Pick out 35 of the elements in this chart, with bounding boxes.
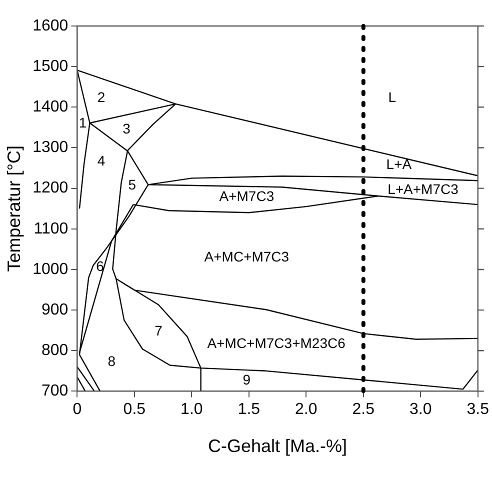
x-tick-label: 3.0 [410, 401, 432, 418]
annotation: A+M7C3 [219, 188, 274, 204]
x-tick-label: 2.5 [352, 401, 375, 418]
y-tick-label: 1000 [32, 260, 68, 278]
annotation: 9 [242, 371, 251, 388]
x-tick-label: 1.0 [180, 401, 203, 418]
annotation: 7 [154, 322, 163, 339]
annotation: 2 [97, 88, 106, 105]
annotation: 5 [128, 176, 136, 192]
x-tick-label: 0 [72, 401, 82, 418]
x-tick-label: 0.5 [123, 401, 146, 418]
annotation: 3 [122, 120, 131, 137]
y-tick-label: 700 [41, 382, 68, 400]
y-tick-label: 1300 [32, 139, 68, 156]
annotation: 1 [78, 114, 87, 131]
x-tick-label: 1.5 [238, 401, 260, 418]
y-axis-title: Temperatur [°C] [4, 145, 24, 272]
annotation: A+MC+M7C3 [204, 248, 290, 264]
x-axis-title: C-Gehalt [Ma.-%] [208, 436, 348, 456]
annotation: L [388, 88, 396, 105]
annotation: L+A [386, 156, 412, 172]
x-tick-label: 2.0 [295, 401, 318, 418]
y-tick-label: 1500 [32, 58, 68, 75]
annotation: 8 [108, 353, 116, 370]
annotation: A+MC+M7C3+M23C6 [207, 334, 346, 351]
annotation: 6 [96, 258, 104, 274]
annotation: L+A+M7C3 [388, 181, 459, 198]
y-tick-label: 900 [41, 301, 68, 318]
y-tick-label: 1100 [34, 220, 68, 238]
annotation: 4 [97, 152, 106, 168]
y-tick-label: 1600 [32, 17, 68, 34]
x-tick-label: 3.5 [466, 401, 490, 418]
y-tick-label: 800 [41, 342, 68, 360]
y-tick-label: 1400 [32, 98, 68, 116]
y-tick-label: 1200 [32, 180, 68, 197]
